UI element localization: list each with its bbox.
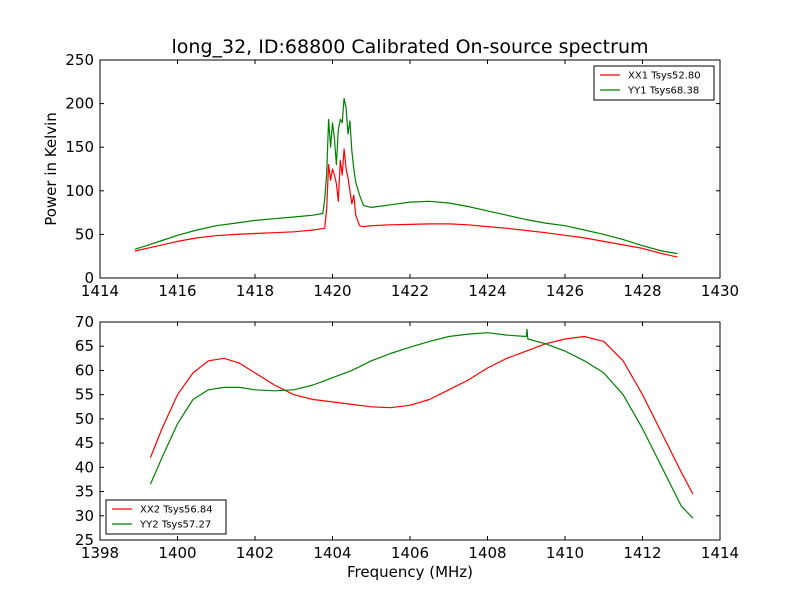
bottom-y-tick-label: 65 — [75, 337, 94, 355]
top-y-tick-label: 250 — [65, 51, 94, 69]
top-panel: 1414 1416 1418 1420 1422 1424 1426 1428 1430 0 50 1… — [65, 51, 739, 300]
bottom-x-tick-label: 1398 — [81, 544, 119, 562]
top-y-tick-label: 100 — [65, 182, 94, 200]
bottom-y-tick-label: 45 — [75, 434, 94, 452]
top-legend: XX1 Tsys52.80 YY1 Tsys68.38 — [593, 65, 715, 101]
bottom-y-tick-label: 70 — [75, 313, 94, 331]
top-y-tick-label: 0 — [84, 269, 94, 287]
bottom-legend-entry-1: XX2 Tsys56.84 — [140, 505, 213, 516]
bottom-x-tick-label: 1414 — [701, 544, 739, 562]
bottom-series-2-line — [149, 328, 694, 519]
bottom-x-tick-label: 1400 — [158, 544, 196, 562]
bottom-x-tick-label: 1408 — [468, 544, 506, 562]
bottom-legend-box — [105, 499, 227, 535]
top-y-tick-label: 150 — [65, 138, 94, 156]
top-x-tick-label: 1418 — [236, 282, 274, 300]
top-legend-entry-2: YY1 Tsys68.38 — [627, 86, 699, 97]
bottom-legend: XX2 Tsys56.84 YY2 Tsys57.27 — [105, 499, 227, 535]
top-x-tick-label: 1430 — [701, 282, 739, 300]
bottom-y-tick-label: 55 — [75, 386, 94, 404]
bottom-x-tick-label: 1406 — [391, 544, 429, 562]
top-y-tick-label: 200 — [65, 95, 94, 113]
top-y-axis-label: Power in Kelvin — [42, 112, 60, 226]
bottom-y-tick-label: 25 — [75, 531, 94, 549]
top-x-tick-label: 1416 — [158, 282, 196, 300]
bottom-x-tick-label: 1410 — [546, 544, 584, 562]
bottom-panel: 1398 1400 1402 1404 1406 1408 1410 1412 1414 25 30… — [75, 313, 739, 562]
top-x-tick-label: 1414 — [81, 282, 119, 300]
top-x-tick-label: 1424 — [468, 282, 506, 300]
bottom-x-tick-label: 1404 — [313, 544, 351, 562]
bottom-legend-entry-2: YY2 Tsys57.27 — [139, 520, 211, 531]
chart-title: long_32, ID:68800 Calibrated On-source s… — [172, 36, 649, 58]
bottom-y-tick-label: 50 — [75, 410, 94, 428]
bottom-y-tick-label: 35 — [75, 483, 94, 501]
top-series-1-line — [134, 148, 678, 258]
top-x-tick-label: 1426 — [546, 282, 584, 300]
bottom-x-tick-label: 1402 — [236, 544, 274, 562]
top-legend-entry-1: XX1 Tsys52.80 — [628, 71, 701, 82]
bottom-y-tick-label: 60 — [75, 361, 94, 379]
bottom-y-tick-label: 40 — [75, 458, 94, 476]
bottom-y-tick-label: 30 — [75, 507, 94, 525]
x-axis-label: Frequency (MHz) — [347, 563, 473, 581]
top-legend-box — [593, 65, 715, 101]
top-x-tick-label: 1420 — [313, 282, 351, 300]
top-series-2-line — [134, 97, 678, 255]
top-x-tick-label: 1422 — [391, 282, 429, 300]
bottom-x-tick-label: 1412 — [623, 544, 661, 562]
top-y-tick-label: 50 — [75, 225, 94, 243]
top-x-tick-label: 1428 — [623, 282, 661, 300]
bottom-series-1-line — [149, 335, 694, 495]
